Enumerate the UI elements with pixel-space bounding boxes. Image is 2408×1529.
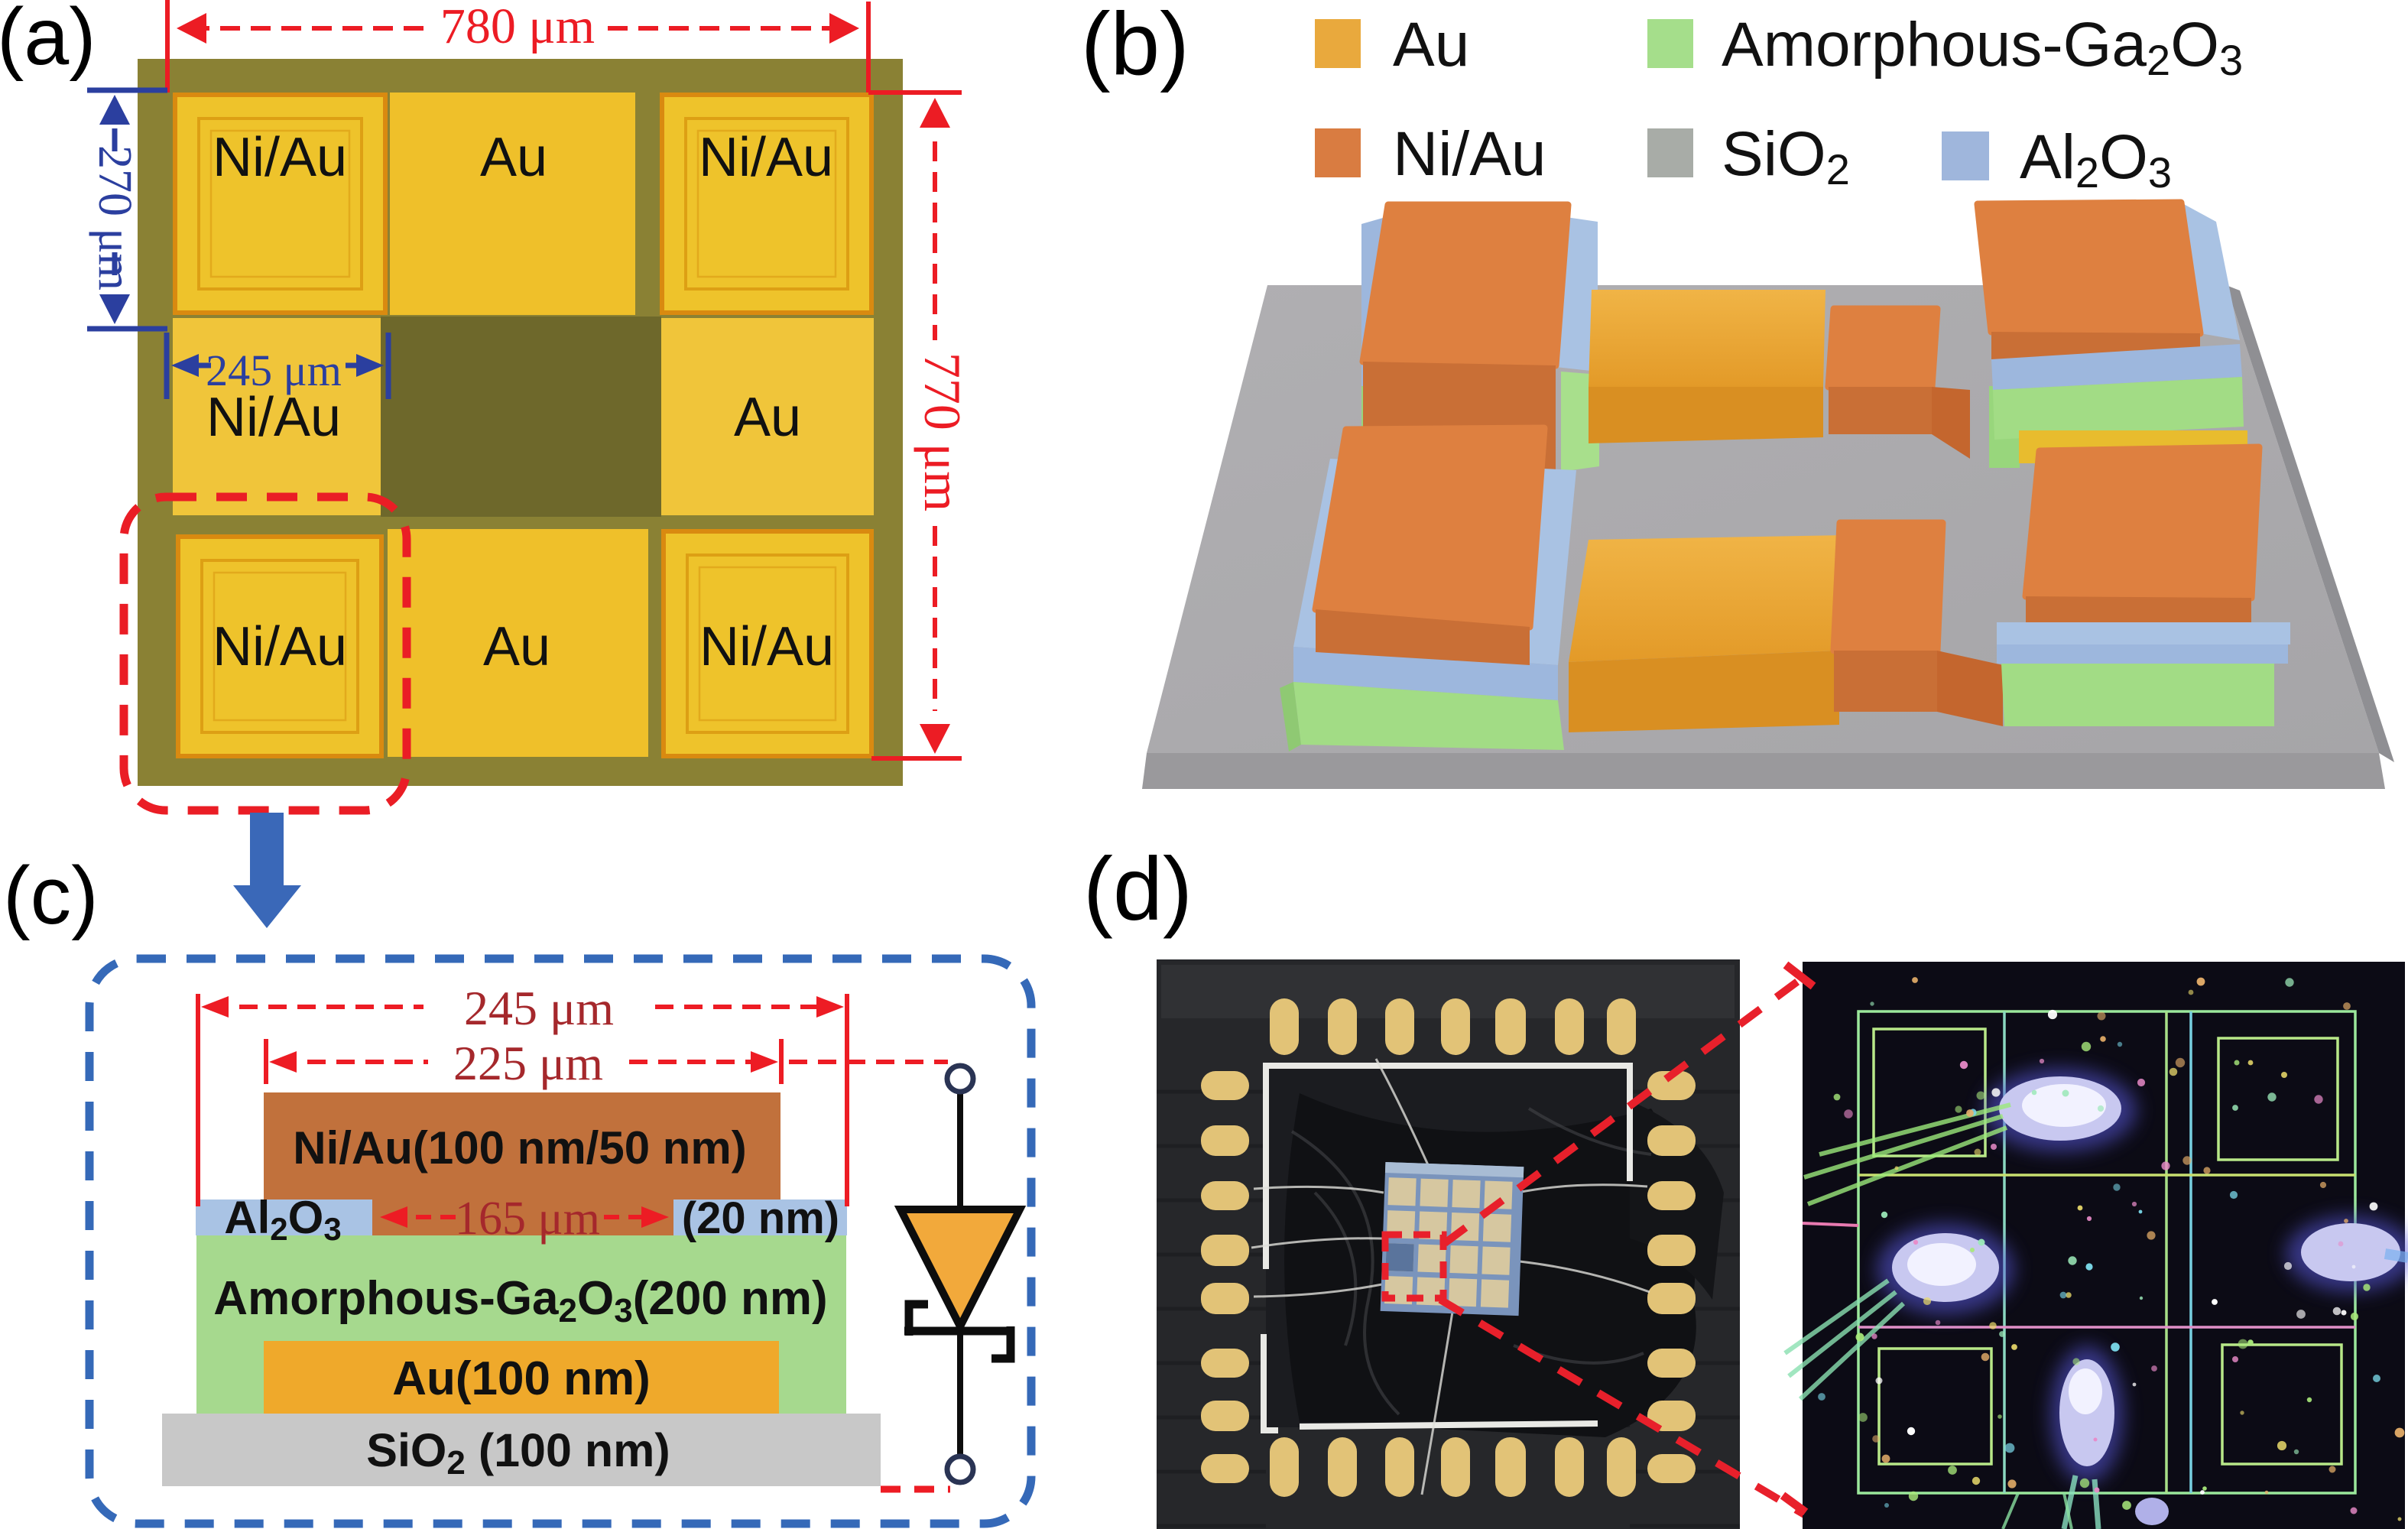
svg-text:(d): (d) <box>1083 839 1193 939</box>
svg-text:(a): (a) <box>0 0 96 82</box>
svg-text:Ni/Au: Ni/Au <box>206 387 341 448</box>
svg-text:Ni/Au: Ni/Au <box>1393 119 1546 189</box>
svg-text:Ni/Au: Ni/Au <box>213 616 347 677</box>
svg-text:SiO2: SiO2 <box>1722 119 1850 193</box>
svg-text:Au: Au <box>1393 10 1469 80</box>
svg-text:Ni/Au: Ni/Au <box>213 127 347 188</box>
svg-text:245 μm: 245 μm <box>206 346 342 395</box>
svg-text:Amorphous-Ga2O3: Amorphous-Ga2O3 <box>1722 10 2243 84</box>
svg-text:780 μm: 780 μm <box>440 0 595 54</box>
svg-text:Amorphous-Ga2O3(200 nm): Amorphous-Ga2O3(200 nm) <box>213 1272 827 1329</box>
svg-text:Ni/Au(100 nm/50 nm): Ni/Au(100 nm/50 nm) <box>293 1122 746 1174</box>
svg-text:245 μm: 245 μm <box>464 981 614 1035</box>
svg-text:225 μm: 225 μm <box>453 1036 603 1090</box>
svg-text:(c): (c) <box>3 849 99 941</box>
svg-text:(b): (b) <box>1081 0 1189 93</box>
svg-text:Au(100 nm): Au(100 nm) <box>392 1352 651 1405</box>
svg-text:Ni/Au: Ni/Au <box>699 616 834 677</box>
svg-text:Al2O3: Al2O3 <box>2020 122 2172 196</box>
svg-text:270 μm: 270 μm <box>89 145 141 291</box>
svg-text:Au: Au <box>483 616 550 677</box>
svg-text:Au: Au <box>734 387 801 448</box>
svg-text:SiO2 (100 nm): SiO2 (100 nm) <box>366 1424 670 1482</box>
svg-text:(20 nm): (20 nm) <box>682 1193 839 1243</box>
svg-text:Au: Au <box>480 127 547 188</box>
svg-text:Ni/Au: Ni/Au <box>699 127 833 188</box>
svg-text:165 μm: 165 μm <box>455 1193 600 1245</box>
svg-text:770 μm: 770 μm <box>914 352 972 511</box>
